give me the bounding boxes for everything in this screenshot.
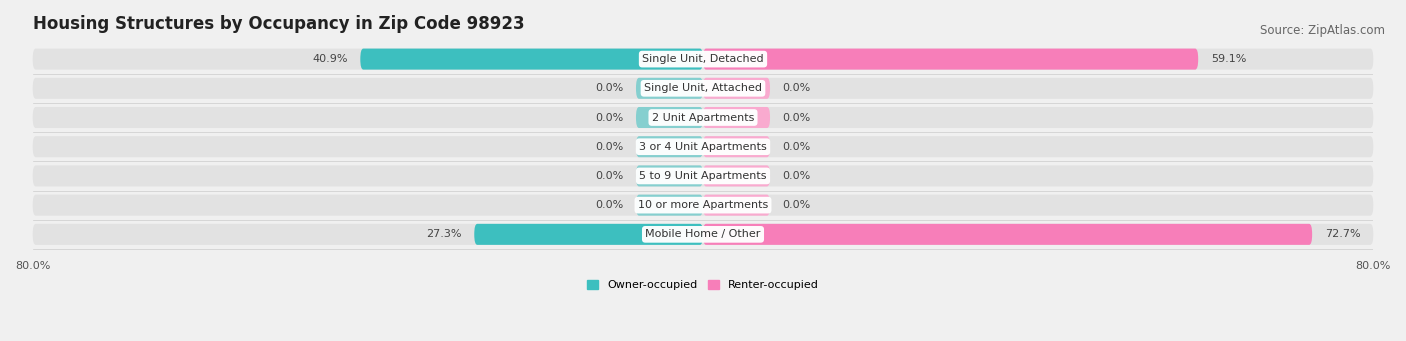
Text: 0.0%: 0.0% [595,200,623,210]
FancyBboxPatch shape [474,224,703,245]
Text: 0.0%: 0.0% [595,113,623,122]
FancyBboxPatch shape [32,107,1374,128]
FancyBboxPatch shape [32,48,1374,70]
Text: 27.3%: 27.3% [426,229,461,239]
FancyBboxPatch shape [32,136,1374,157]
Text: Mobile Home / Other: Mobile Home / Other [645,229,761,239]
FancyBboxPatch shape [703,136,770,157]
Text: Single Unit, Attached: Single Unit, Attached [644,83,762,93]
Text: 72.7%: 72.7% [1324,229,1361,239]
Text: 59.1%: 59.1% [1211,54,1246,64]
Text: 0.0%: 0.0% [783,142,811,152]
FancyBboxPatch shape [703,107,770,128]
FancyBboxPatch shape [32,224,1374,245]
Legend: Owner-occupied, Renter-occupied: Owner-occupied, Renter-occupied [582,275,824,295]
Text: 5 to 9 Unit Apartments: 5 to 9 Unit Apartments [640,171,766,181]
Text: 0.0%: 0.0% [595,171,623,181]
FancyBboxPatch shape [636,78,703,99]
Text: 10 or more Apartments: 10 or more Apartments [638,200,768,210]
Text: 2 Unit Apartments: 2 Unit Apartments [652,113,754,122]
FancyBboxPatch shape [703,48,1198,70]
FancyBboxPatch shape [32,165,1374,187]
Text: 0.0%: 0.0% [783,200,811,210]
Text: 0.0%: 0.0% [595,83,623,93]
FancyBboxPatch shape [703,78,770,99]
FancyBboxPatch shape [703,195,770,216]
FancyBboxPatch shape [703,165,770,187]
FancyBboxPatch shape [32,195,1374,216]
Text: 0.0%: 0.0% [783,113,811,122]
Text: 0.0%: 0.0% [595,142,623,152]
FancyBboxPatch shape [32,78,1374,99]
FancyBboxPatch shape [636,165,703,187]
Text: Housing Structures by Occupancy in Zip Code 98923: Housing Structures by Occupancy in Zip C… [32,15,524,33]
FancyBboxPatch shape [636,107,703,128]
FancyBboxPatch shape [703,224,1312,245]
FancyBboxPatch shape [360,48,703,70]
FancyBboxPatch shape [636,195,703,216]
Text: 0.0%: 0.0% [783,171,811,181]
Text: 3 or 4 Unit Apartments: 3 or 4 Unit Apartments [640,142,766,152]
Text: 40.9%: 40.9% [312,54,347,64]
Text: 0.0%: 0.0% [783,83,811,93]
Text: Single Unit, Detached: Single Unit, Detached [643,54,763,64]
Text: Source: ZipAtlas.com: Source: ZipAtlas.com [1260,24,1385,37]
FancyBboxPatch shape [636,136,703,157]
